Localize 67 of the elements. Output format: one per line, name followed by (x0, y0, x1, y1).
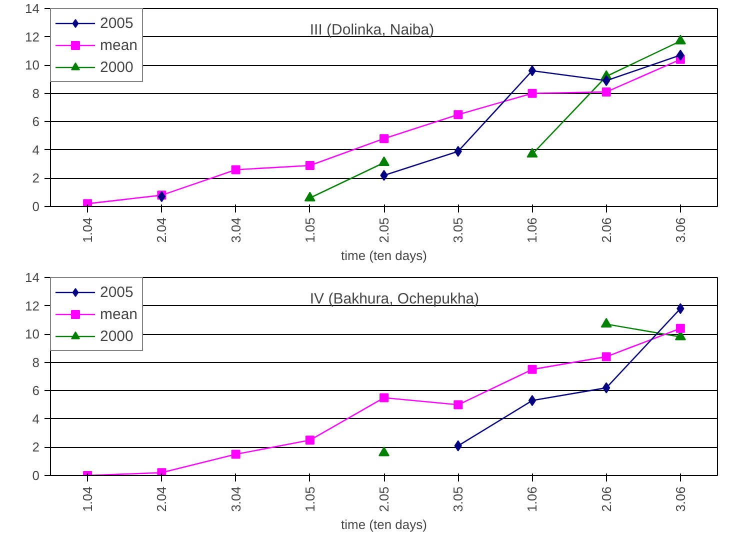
point (305, 436, 314, 445)
x-tick-label: 1.05 (302, 217, 318, 243)
point (380, 393, 388, 402)
point (231, 450, 240, 459)
point (602, 87, 611, 96)
x-tick-label: 3.05 (450, 486, 466, 512)
x-tick-label: 3.06 (672, 486, 688, 512)
text: IV (Bakhura, Ochepukha) (310, 290, 480, 308)
x-tick-label: 3.04 (228, 217, 244, 243)
y-tick-label: 4 (32, 142, 40, 158)
x-tick-label: 1.06 (524, 217, 540, 243)
x-tick-label: 1.05 (302, 486, 318, 512)
text: III (Dolinka, Naiba) (310, 22, 434, 38)
y-tick-label: 2 (32, 440, 40, 455)
legend-label: 2005 (100, 14, 134, 32)
y-tick-label: 10 (25, 326, 40, 342)
x-tick-label: 3.04 (228, 486, 244, 512)
point (83, 199, 92, 206)
y-tick-label: 10 (25, 58, 40, 73)
point (378, 446, 390, 456)
legend-label: mean (100, 306, 138, 322)
point (600, 318, 612, 328)
y-tick-label: 4 (32, 411, 40, 426)
point (305, 160, 314, 170)
x-tick-label: 2.05 (376, 486, 392, 512)
y-tick-label: 6 (32, 383, 40, 398)
y-tick-label: 6 (32, 114, 40, 130)
x-tick-label: 2.04 (154, 217, 170, 243)
y-tick-label: 8 (32, 354, 40, 370)
y-tick-label: 8 (32, 86, 40, 101)
point (526, 148, 538, 158)
x-axis-title: time (ten days) (341, 516, 427, 532)
point (157, 468, 166, 476)
y-tick-label: 12 (25, 298, 40, 314)
y-tick-label: 0 (32, 199, 40, 214)
x-tick-label: 2.04 (154, 486, 170, 512)
legend-label: mean (100, 36, 138, 54)
point (674, 34, 686, 44)
x-tick-label: 3.06 (672, 217, 688, 243)
y-tick-label: 0 (32, 468, 40, 483)
legend-label: 2005 (100, 284, 134, 300)
x-tick-label: 1.06 (524, 486, 540, 512)
legend-label: 2000 (100, 328, 134, 344)
x-tick-label: 1.04 (80, 486, 96, 512)
point (304, 192, 316, 202)
point (454, 400, 463, 410)
x-tick-label: 2.06 (598, 486, 614, 512)
x-tick-label: 2.05 (376, 217, 392, 243)
point (528, 88, 537, 98)
point (378, 156, 390, 166)
y-tick-label: 12 (25, 29, 40, 44)
y-tick-label: 2 (32, 170, 40, 186)
y-tick-label: 14 (25, 1, 40, 16)
point (231, 165, 240, 174)
point (528, 364, 537, 374)
point (528, 65, 536, 76)
point (676, 324, 685, 333)
x-axis-title: time (ten days) (341, 248, 427, 263)
y-tick-label: 14 (25, 270, 40, 285)
point (454, 110, 463, 120)
legend-label: 2000 (100, 58, 134, 76)
x-tick-label: 1.04 (80, 217, 96, 243)
point (380, 134, 388, 144)
x-tick-label: 2.06 (598, 217, 614, 243)
point (528, 395, 536, 406)
point (602, 352, 611, 362)
x-tick-label: 3.05 (450, 217, 466, 243)
